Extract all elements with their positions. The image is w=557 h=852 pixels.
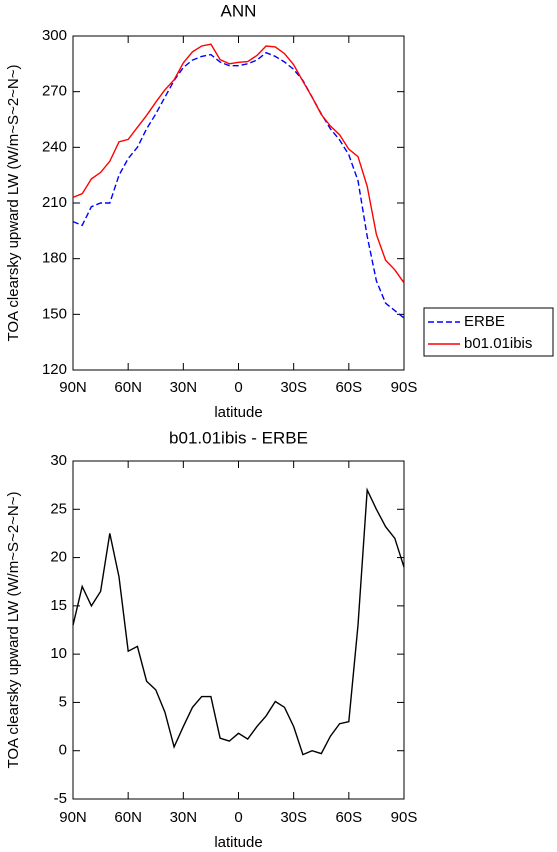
data-line [72,487,405,756]
plot-frame [72,460,405,800]
legend-label: b01.01ibis [464,335,532,352]
x-tick-label: 60S [335,379,362,396]
x-tick-label: 0 [234,809,242,826]
y-tick-label: -5 [54,790,67,807]
chart-title: ANN [221,1,257,20]
y-tick-label: 0 [59,742,67,759]
x-tick-label: 60N [114,809,142,826]
x-tick-label: 30S [280,379,307,396]
y-tick-label: 15 [50,597,67,614]
x-tick-label: 30N [170,809,198,826]
y-tick-label: 25 [50,500,67,517]
x-axis-label: latitude [214,404,262,421]
x-tick-label: 60S [335,809,362,826]
data-line [72,51,405,319]
x-tick-label: 30N [170,379,198,396]
chart-title: b01.01ibis - ERBE [169,428,308,447]
y-tick-label: 180 [42,250,67,267]
legend-label: ERBE [464,313,505,330]
y-tick-label: 300 [42,27,67,44]
plot-frame [72,35,405,371]
x-tick-label: 30S [280,809,307,826]
y-tick-label: 10 [50,645,67,662]
y-tick-label: 30 [50,452,67,469]
x-axis-label: latitude [214,834,262,851]
y-tick-label: 150 [42,305,67,322]
x-tick-label: 90N [59,379,87,396]
x-tick-label: 90S [391,809,418,826]
y-axis-label: TOA clearsky upward LW (W/m~S~2~N~) [5,64,22,341]
x-tick-label: 0 [234,379,242,396]
x-tick-label: 60N [114,379,142,396]
x-tick-label: 90N [59,809,87,826]
legend-box [423,307,554,357]
data-line [72,43,405,284]
y-tick-label: 120 [42,361,67,378]
y-tick-label: 5 [59,693,67,710]
y-tick-label: 270 [42,83,67,100]
y-tick-label: 20 [50,549,67,566]
x-tick-label: 90S [391,379,418,396]
y-axis-label: TOA clearsky upward LW (W/m~S~2~N~) [5,491,22,768]
y-tick-label: 210 [42,194,67,211]
y-tick-label: 240 [42,138,67,155]
